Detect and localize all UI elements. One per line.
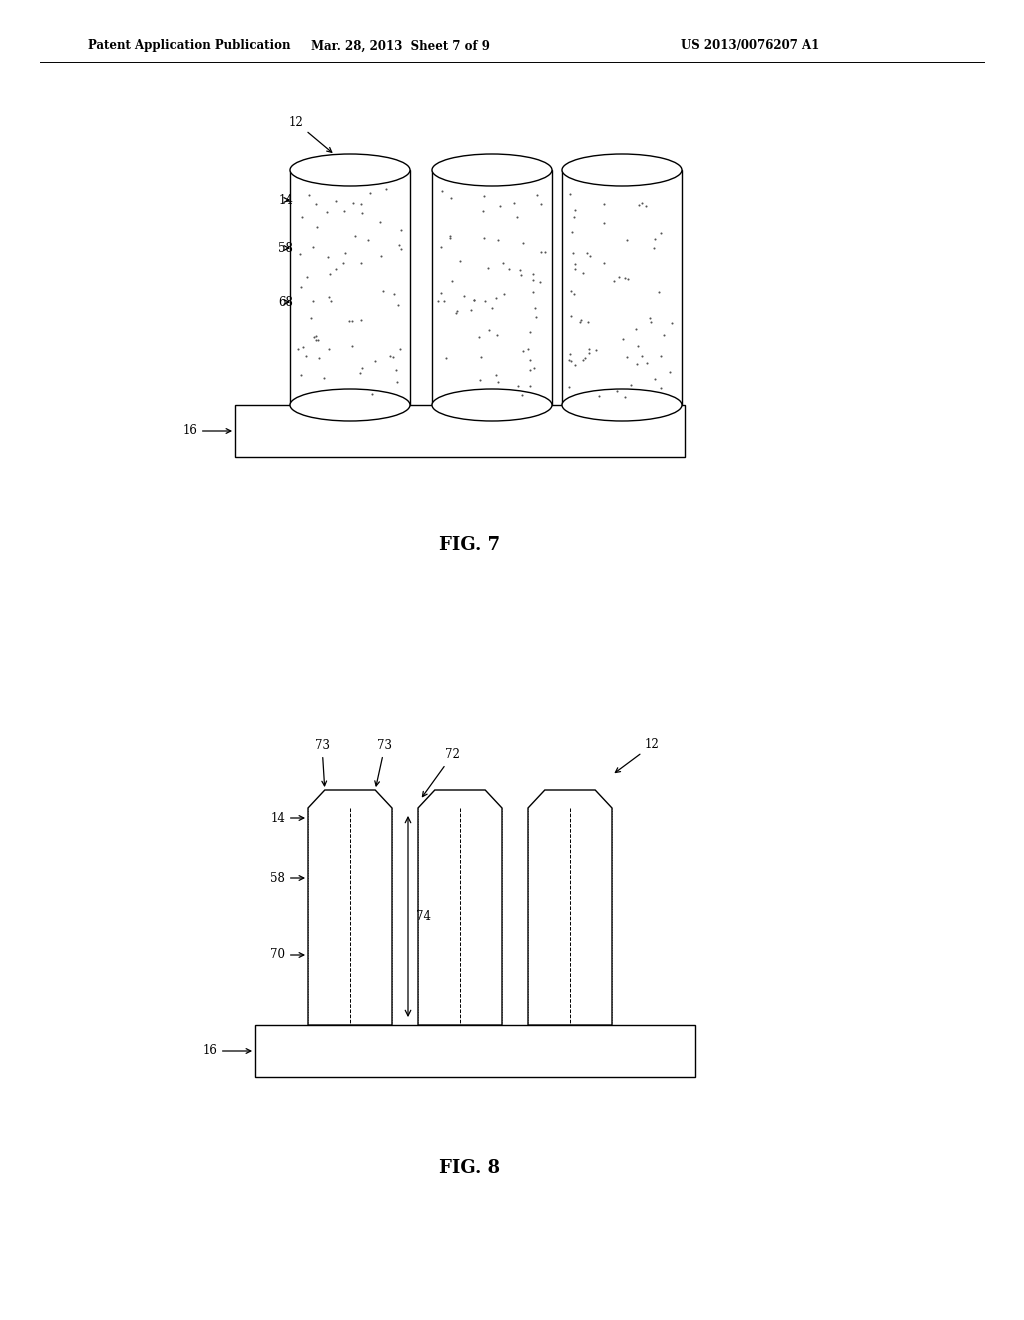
Polygon shape bbox=[528, 789, 612, 1026]
Text: 73: 73 bbox=[375, 739, 392, 785]
Text: Patent Application Publication: Patent Application Publication bbox=[88, 40, 291, 53]
Text: 12: 12 bbox=[615, 738, 659, 772]
Ellipse shape bbox=[562, 389, 682, 421]
Bar bbox=[562, 170, 682, 405]
Text: 16: 16 bbox=[182, 425, 230, 437]
Text: FIG. 8: FIG. 8 bbox=[439, 1159, 501, 1177]
Text: 16: 16 bbox=[202, 1044, 251, 1057]
Text: 14: 14 bbox=[279, 194, 293, 206]
Text: FIG. 7: FIG. 7 bbox=[439, 536, 501, 554]
Text: 74: 74 bbox=[416, 909, 431, 923]
Polygon shape bbox=[418, 789, 502, 1026]
Text: 12: 12 bbox=[288, 116, 332, 152]
Text: 58: 58 bbox=[279, 242, 293, 255]
Bar bbox=[255, 1026, 695, 1077]
Text: Mar. 28, 2013  Sheet 7 of 9: Mar. 28, 2013 Sheet 7 of 9 bbox=[310, 40, 489, 53]
Bar bbox=[234, 405, 685, 457]
Text: 70: 70 bbox=[270, 949, 304, 961]
Text: 58: 58 bbox=[270, 871, 304, 884]
Polygon shape bbox=[308, 789, 392, 1026]
Bar bbox=[432, 170, 552, 405]
Text: 73: 73 bbox=[314, 739, 330, 785]
Text: 72: 72 bbox=[423, 748, 460, 796]
Text: 68: 68 bbox=[279, 296, 293, 309]
Text: 14: 14 bbox=[270, 812, 304, 825]
Ellipse shape bbox=[562, 154, 682, 186]
Ellipse shape bbox=[432, 154, 552, 186]
Ellipse shape bbox=[290, 389, 410, 421]
Ellipse shape bbox=[290, 154, 410, 186]
Ellipse shape bbox=[432, 389, 552, 421]
Text: US 2013/0076207 A1: US 2013/0076207 A1 bbox=[681, 40, 819, 53]
Bar bbox=[290, 170, 410, 405]
